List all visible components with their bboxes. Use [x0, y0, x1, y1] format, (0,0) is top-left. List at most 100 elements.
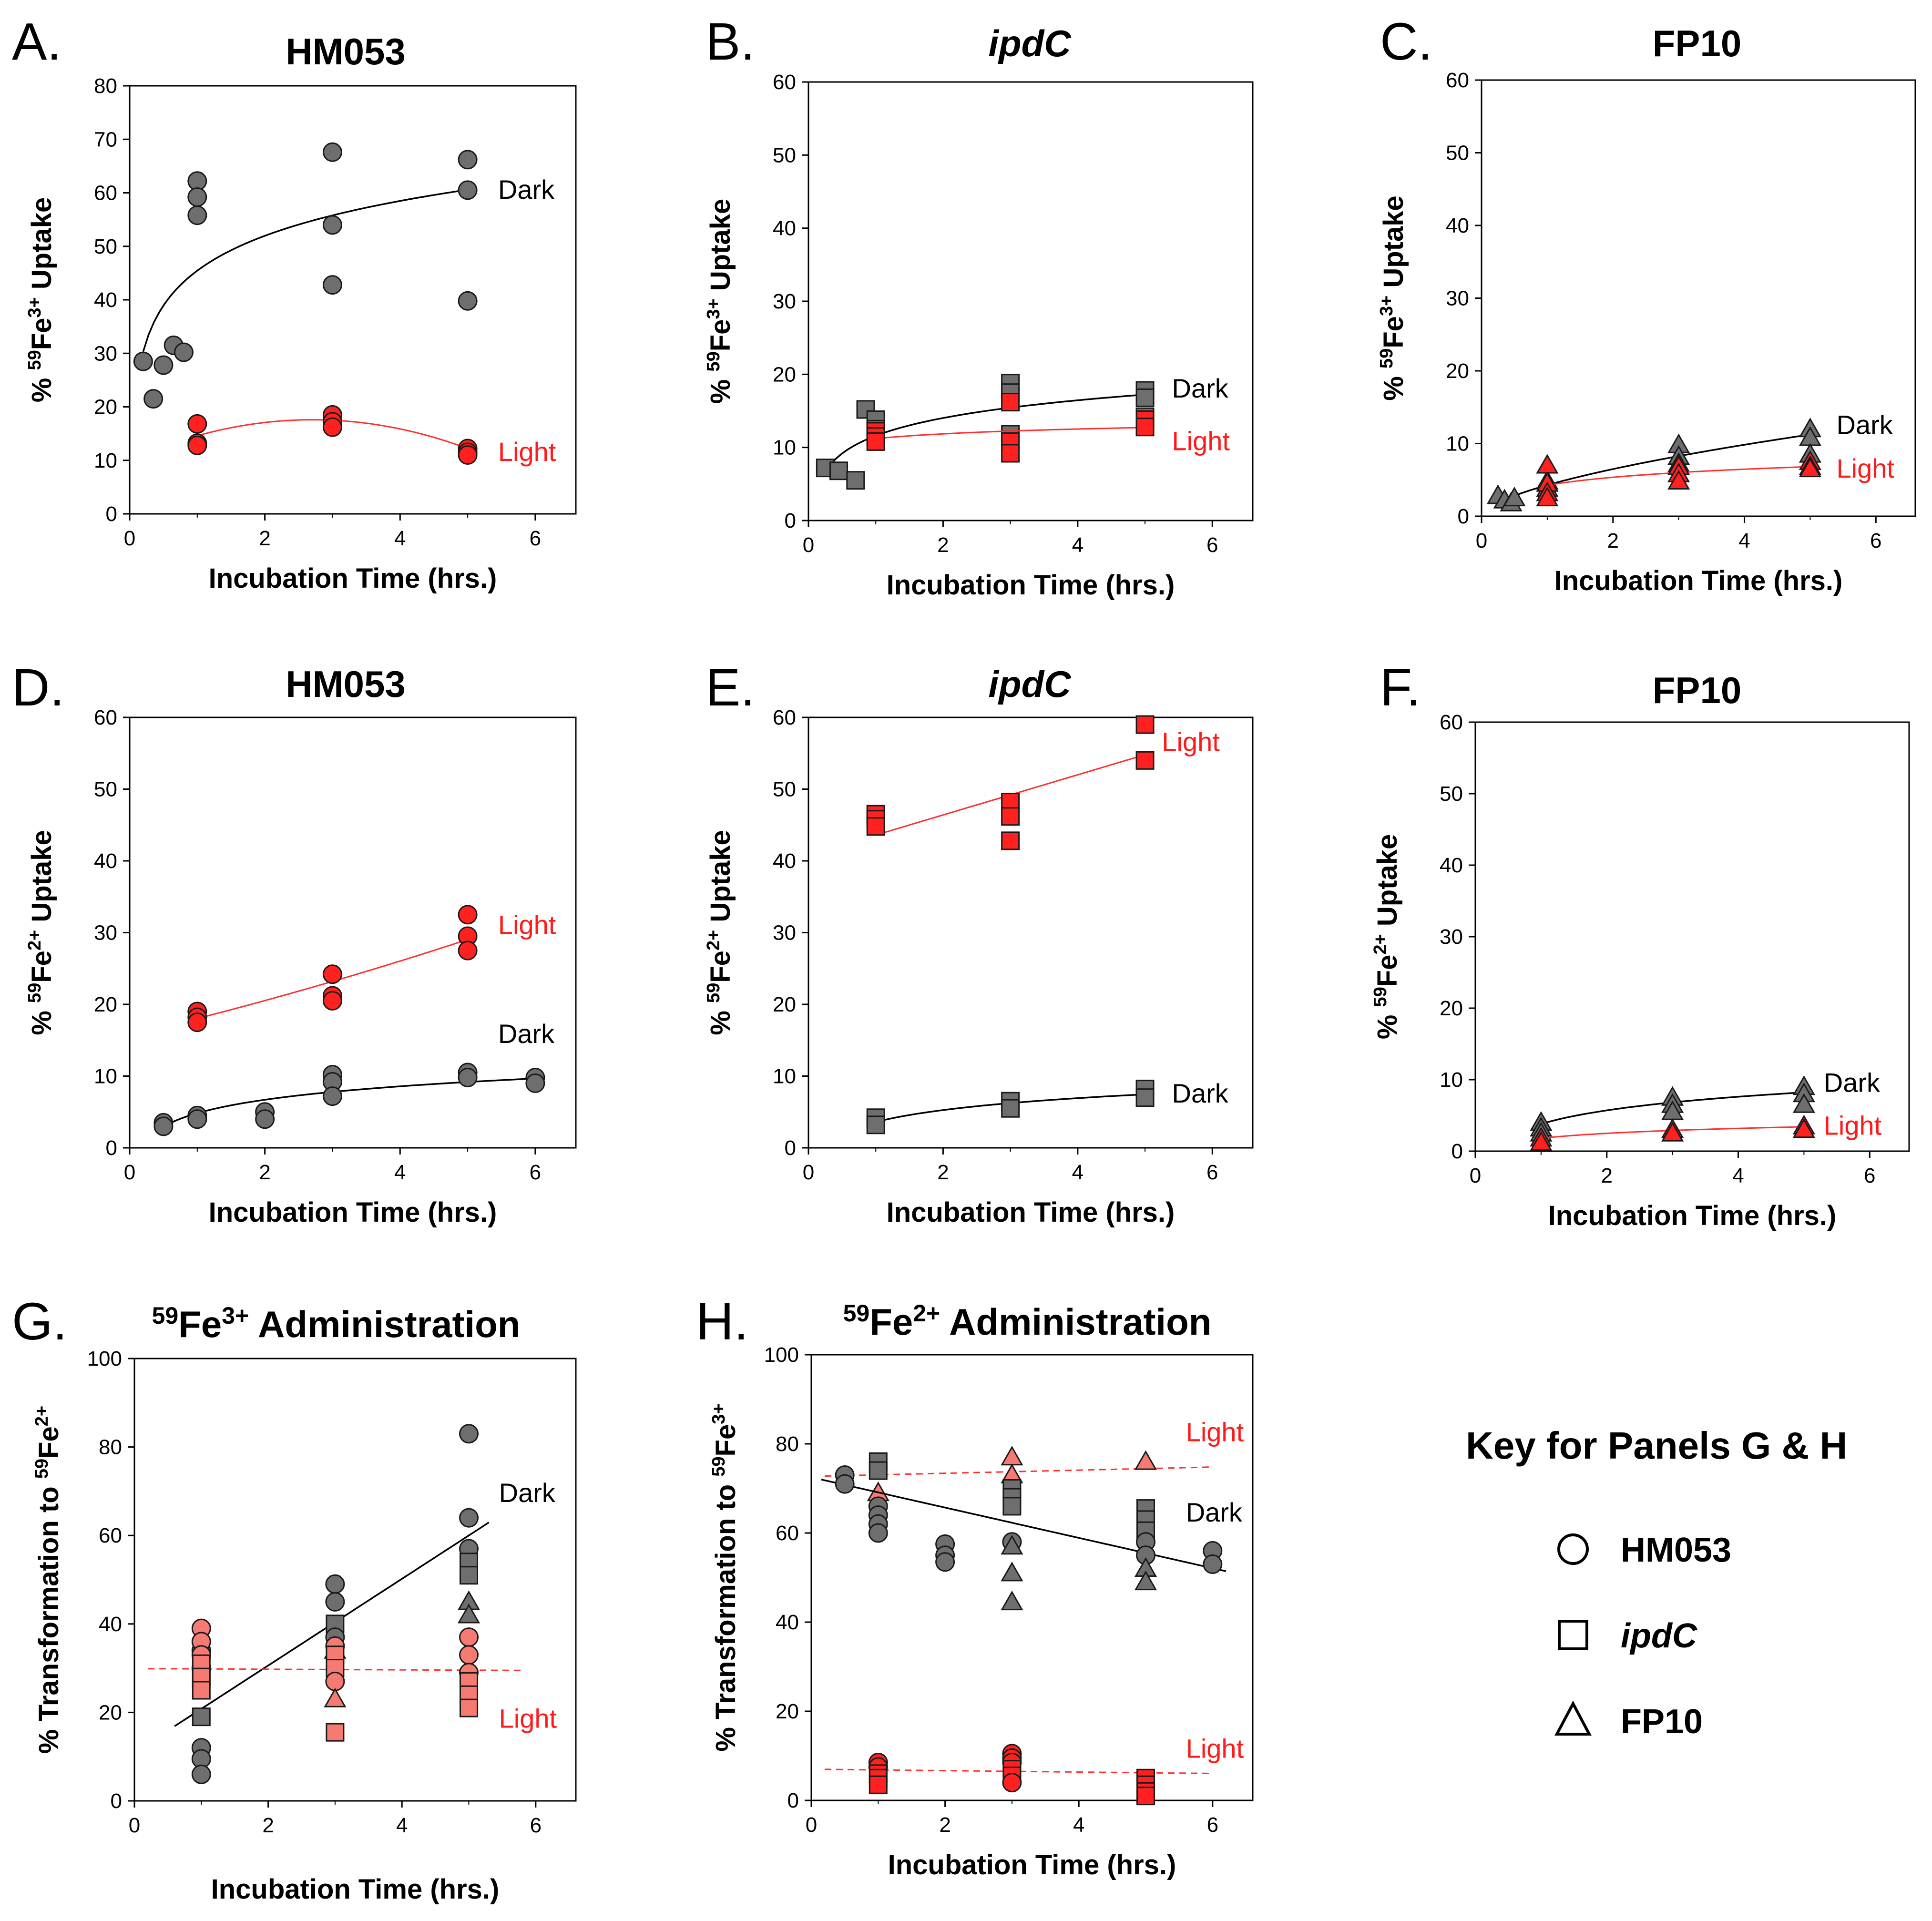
series-light-upper: Light — [825, 1417, 1244, 1502]
data-point — [1001, 1562, 1023, 1582]
y-tick-label: 10 — [1446, 432, 1469, 456]
data-point — [255, 1109, 275, 1129]
series-label: Light — [498, 437, 556, 467]
circle-marker-icon — [1557, 1533, 1589, 1565]
x-axis-label: Incubation Time (hrs.) — [888, 1849, 1176, 1880]
y-tick-label: 80 — [776, 1432, 799, 1456]
data-point — [192, 1681, 211, 1700]
data-point — [866, 1115, 885, 1134]
series-label: Dark — [499, 1478, 556, 1508]
y-tick-label: 100 — [87, 1347, 122, 1370]
y-tick-label: 30 — [1446, 287, 1469, 310]
y-tick-label: 60 — [776, 1522, 799, 1545]
y-tick-label: 60 — [1440, 711, 1463, 734]
data-point — [192, 1707, 211, 1727]
data-point — [187, 1012, 207, 1032]
data-point — [1001, 807, 1020, 826]
y-tick-label: 20 — [1446, 359, 1469, 383]
series-label: Light — [499, 1703, 557, 1733]
panel-h: H. 59Fe2+ Administration 0 20 40 60 80 100 0 2 4 6 I… — [696, 1292, 1254, 1880]
panel-letter: E. — [705, 658, 755, 717]
y-tick-label: 50 — [94, 235, 117, 258]
y-tick-label: 0 — [1458, 505, 1469, 528]
data-point — [187, 435, 207, 455]
x-axis-label: Incubation Time (hrs.) — [1554, 565, 1843, 596]
triangle-marker-icon — [1554, 1700, 1592, 1736]
series-label: Light — [1837, 453, 1895, 483]
data-point — [1001, 1535, 1023, 1555]
x-tick-label: 4 — [396, 1814, 408, 1837]
data-point — [325, 1574, 345, 1594]
series-label: Light — [1162, 727, 1220, 757]
series-label: Dark — [1824, 1068, 1881, 1098]
y-tick-label: 60 — [99, 1524, 122, 1547]
panel-d: D. HM053 0 10 20 30 40 50 60 0 2 4 6 Incubation Time … — [12, 658, 577, 1228]
series-label: Dark — [1172, 373, 1229, 403]
data-point — [1135, 388, 1155, 407]
data-point — [866, 432, 885, 451]
x-tick-label: 2 — [937, 533, 949, 557]
series-label: Dark — [498, 174, 555, 204]
x-axis-label: Incubation Time (hrs.) — [887, 1197, 1175, 1228]
panel-title: 59Fe3+ Administration — [152, 1302, 521, 1345]
y-tick-label: 40 — [94, 288, 117, 312]
x-tick-label: 0 — [803, 1161, 814, 1184]
y-tick-label: 50 — [773, 143, 796, 167]
y-tick-label: 0 — [111, 1789, 122, 1813]
series-label: Light — [498, 909, 556, 940]
data-point — [1661, 1122, 1684, 1142]
y-tick-label: 40 — [99, 1613, 122, 1636]
legend-item-label: HM053 — [1621, 1531, 1731, 1569]
data-point — [1001, 393, 1020, 412]
panel-letter: D. — [12, 658, 64, 717]
data-point — [1536, 454, 1559, 474]
x-tick-label: 4 — [1738, 529, 1750, 552]
data-point — [459, 1424, 479, 1444]
data-point — [1792, 1093, 1815, 1113]
data-point — [935, 1552, 955, 1572]
series-label: Light — [1172, 426, 1230, 456]
panel-letter: B. — [705, 12, 755, 71]
y-axis-label: % 59Fe2+ Uptake — [1370, 834, 1403, 1040]
series-label: Dark — [1172, 1078, 1229, 1108]
data-point — [868, 1523, 888, 1543]
data-point — [1135, 715, 1155, 734]
series-light: Light — [187, 405, 556, 467]
x-tick-label: 6 — [1207, 1813, 1218, 1837]
x-tick-label: 6 — [1206, 533, 1218, 557]
y-axis-label: % 59Fe2+ Uptake — [25, 830, 57, 1035]
series-dark: Dark — [866, 1078, 1229, 1134]
series-light: Light — [187, 905, 556, 1032]
series-light-lower: Light — [825, 1733, 1244, 1806]
data-point — [1135, 418, 1155, 437]
data-point — [174, 342, 194, 362]
data-point — [846, 471, 865, 490]
data-point — [458, 445, 478, 465]
plot-frame — [810, 1354, 1254, 1801]
data-point — [1136, 1787, 1155, 1806]
series-light: Light — [866, 393, 1230, 463]
panel-title: FP10 — [1653, 669, 1741, 711]
data-point — [460, 1566, 479, 1585]
data-point — [835, 1474, 855, 1494]
data-point — [457, 1604, 480, 1624]
y-tick-label: 30 — [773, 290, 796, 313]
y-tick-label: 20 — [94, 396, 117, 419]
trend-line — [821, 1479, 1227, 1572]
y-tick-label: 20 — [773, 363, 796, 386]
data-point — [459, 1645, 479, 1665]
series-label: Light — [1824, 1111, 1882, 1141]
data-point — [1002, 1497, 1022, 1516]
y-tick-label: 70 — [94, 128, 117, 151]
y-axis-label: % 59Fe3+ Uptake — [25, 197, 57, 403]
data-point — [459, 1627, 479, 1647]
data-point — [1203, 1554, 1223, 1574]
data-point — [1001, 1446, 1023, 1466]
y-tick-label: 30 — [773, 921, 796, 945]
data-point — [458, 940, 478, 960]
x-tick-label: 4 — [1732, 1164, 1744, 1187]
x-tick-label: 6 — [1864, 1164, 1875, 1187]
x-axis-label: Incubation Time (hrs.) — [211, 1874, 500, 1905]
y-tick-label: 10 — [773, 436, 796, 460]
